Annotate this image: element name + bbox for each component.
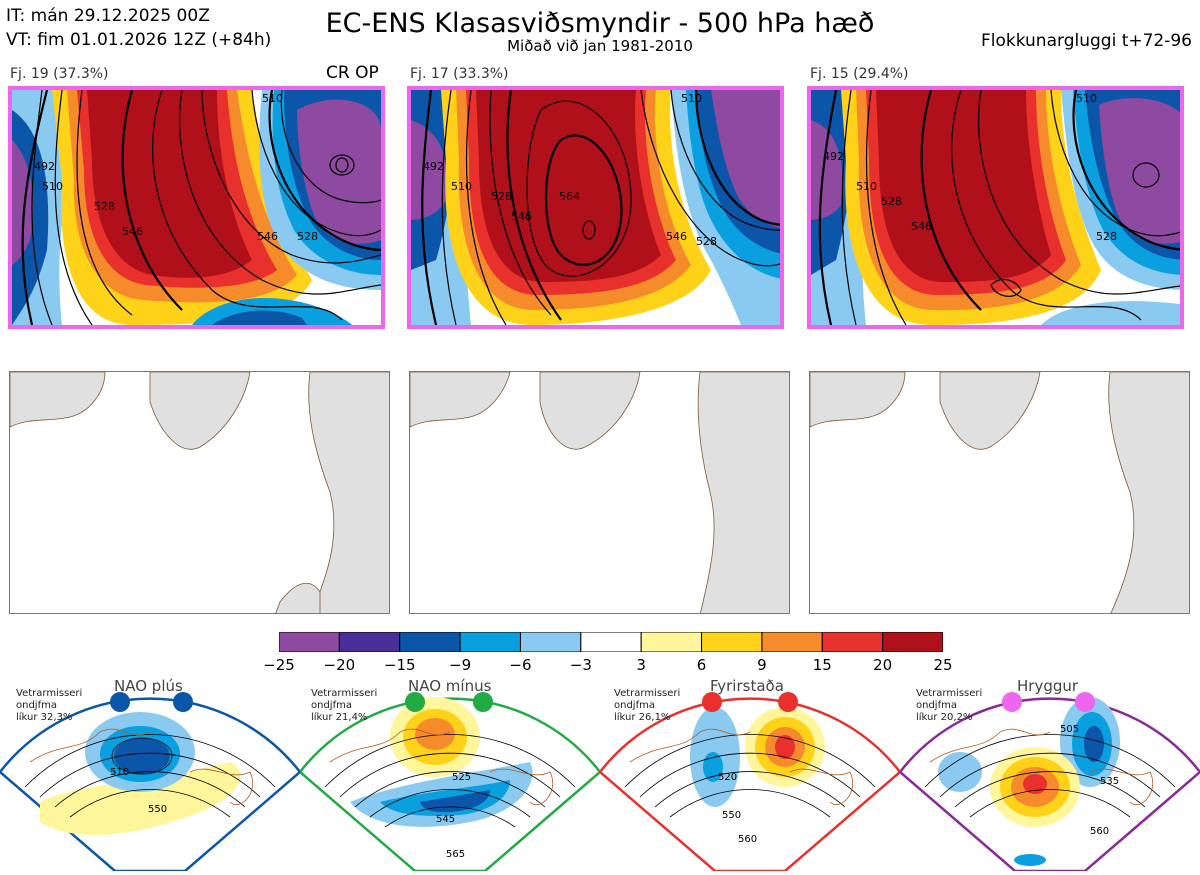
colorbar-swatch	[821, 632, 884, 652]
cluster-2-map: 492 510 528 546 564 546 528 510	[407, 86, 784, 329]
colorbar-swatch	[279, 632, 340, 652]
colorbar-tick-label: −25	[263, 656, 295, 674]
contour-label: 510	[42, 180, 63, 193]
contour-label: 510	[1076, 92, 1097, 105]
contour-label: 528	[297, 230, 318, 243]
cluster-1-map: 492 510 528 546 546 528 510	[8, 86, 385, 329]
cluster-3-label: Fj. 15 (29.4%)	[810, 66, 909, 82]
regime-title: Hryggur	[1017, 677, 1079, 695]
regime-title: Fyrirstaða	[710, 677, 784, 695]
page-title: EC-ENS Klasasviðsmyndir - 500 hPa hæð	[325, 8, 875, 39]
contour-label: 546	[666, 230, 687, 243]
regime-contour-label: 510	[110, 767, 129, 778]
contour-label: 510	[451, 180, 472, 193]
regime-note: Vetrarmisseri ondjfma líkur 32,3%	[16, 688, 83, 723]
colorbar-tick-label: −15	[383, 656, 416, 674]
contour-label: 492	[423, 160, 444, 173]
contour-label: 510	[262, 92, 283, 105]
contour-label: 492	[823, 150, 844, 163]
regime-contour-label: 520	[718, 772, 737, 783]
regime-contour-label: 550	[148, 804, 167, 815]
colorbar-tick-label: 25	[933, 656, 953, 674]
contour-label: 546	[511, 210, 532, 223]
contour-label: 528	[881, 195, 902, 208]
colorbar-tick-label: 9	[757, 656, 767, 674]
contour-label: 546	[257, 230, 278, 243]
regime-blocking: 520 550 560 Fyrirstaða Vetrarmisseri ond…	[598, 672, 902, 873]
colorbar-swatch	[580, 632, 642, 652]
colorbar-tick-label: 6	[696, 656, 707, 674]
regime-contour-label: 560	[1090, 826, 1109, 837]
regime-title: NAO mínus	[408, 677, 492, 695]
colorbar-tick-label: −6	[509, 656, 532, 674]
colorbar-tick-label: −20	[323, 656, 356, 674]
regime-note: Vetrarmisseri ondjfma líkur 21,4%	[311, 688, 378, 723]
contour-label: 546	[911, 220, 932, 233]
colorbar-swatch	[761, 632, 823, 652]
colorbar-swatch	[640, 632, 703, 652]
contour-label: 564	[559, 190, 580, 203]
contour-label: 510	[681, 92, 702, 105]
page-subtitle: Miðað við jan 1981-2010	[507, 37, 693, 55]
init-time: IT: mán 29.12.2025 00Z	[6, 6, 210, 26]
regime-title: NAO plús	[114, 677, 183, 695]
cluster-3-anomaly-map	[809, 371, 1190, 614]
contour-label: 528	[1096, 230, 1117, 243]
valid-time: VT: fim 01.01.2026 12Z (+84h)	[6, 30, 272, 50]
colorbar-swatch	[338, 632, 401, 652]
contour-label: 528	[491, 190, 512, 203]
regime-nao-minus: 525 545 565 NAO mínus Vetrarmisseri ondj…	[298, 672, 602, 873]
regime-contour-label: 535	[1100, 776, 1119, 787]
regime-note: Vetrarmisseri ondjfma líkur 26,1%	[614, 688, 681, 723]
colorbar-tick-label: 20	[873, 656, 893, 674]
colorbar-tick-label: −3	[569, 656, 592, 674]
contour-label: 510	[856, 180, 877, 193]
colorbar-swatch	[399, 632, 461, 652]
cluster-1-extra: CR OP	[326, 63, 379, 83]
contour-label: 546	[122, 225, 143, 238]
colorbar-swatch	[519, 632, 582, 652]
contour-label: 492	[34, 160, 55, 173]
colorbar-swatch	[701, 632, 763, 652]
regime-contour-label: 525	[452, 772, 471, 783]
regime-contour-label: 560	[738, 834, 757, 845]
colorbar-tick-label: 15	[812, 656, 832, 674]
colorbar-tick-label: 3	[636, 656, 646, 674]
colorbar	[279, 632, 943, 652]
classification-window: Flokkunargluggi t+72-96	[980, 31, 1192, 51]
regime-contour-label: 545	[436, 814, 455, 825]
regime-contour-label: 505	[1060, 724, 1079, 735]
regime-note: Vetrarmisseri ondjfma líkur 20,2%	[916, 688, 983, 723]
cluster-2-label: Fj. 17 (33.3%)	[410, 66, 509, 82]
regime-ridge: 505 535 560 Hryggur Vetrarmisseri ondjfm…	[898, 672, 1200, 873]
colorbar-tick-label: −9	[449, 656, 472, 674]
colorbar-swatch	[459, 632, 521, 652]
cluster-1-anomaly-map	[9, 371, 390, 614]
cluster-2-anomaly-map	[409, 371, 790, 614]
regime-contour-label: 550	[722, 810, 741, 821]
regime-nao-plus: 510 550 NAO plús Vetrarmisseri ondjfma l…	[0, 672, 302, 873]
contour-label: 528	[696, 235, 717, 248]
cluster-1-label: Fj. 19 (37.3%)	[10, 66, 109, 82]
regime-contour-label: 565	[446, 849, 465, 860]
cluster-3-map: 492 510 528 546 528 510	[807, 86, 1184, 329]
colorbar-swatch	[882, 632, 943, 652]
contour-label: 528	[94, 200, 115, 213]
